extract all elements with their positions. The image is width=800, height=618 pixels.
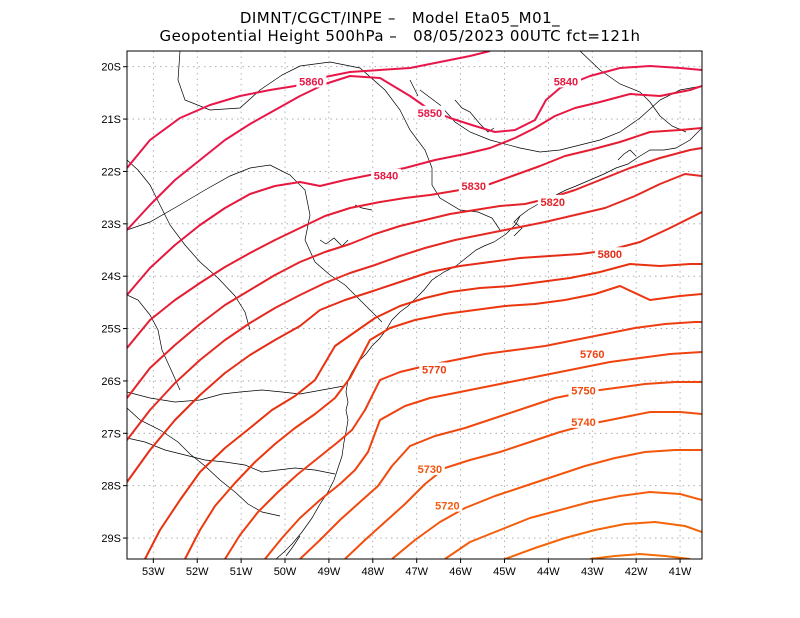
contour-label-background — [458, 179, 489, 193]
y-tick-label: 20S — [101, 62, 121, 74]
contour-label-background — [577, 346, 608, 360]
height-contour-line — [127, 173, 702, 441]
contour-labels: 5860 5850 5840 5840 5830 5820 5800 5770 5760 5750… — [296, 74, 625, 513]
height-contour-line — [264, 351, 702, 559]
contour-label-background — [568, 414, 599, 428]
state-border — [127, 437, 336, 475]
plot-frame — [126, 50, 703, 560]
contour-label-background — [432, 498, 463, 512]
reservoir — [319, 237, 349, 247]
state-border — [127, 159, 251, 331]
reservoir — [409, 79, 419, 97]
contour-label: 5820 — [541, 197, 565, 209]
graticule — [127, 51, 702, 559]
height-contour-line — [127, 127, 702, 349]
contour-label-background — [414, 461, 445, 475]
state-border — [127, 164, 383, 323]
reservoir — [454, 99, 495, 133]
contour-label: 5840 — [374, 171, 398, 183]
contour-label: 5740 — [571, 417, 595, 429]
x-tick-label: 42W — [625, 566, 648, 578]
contour-label: 5750 — [571, 385, 595, 397]
coastline — [513, 215, 523, 237]
x-tick-label: 51W — [230, 566, 253, 578]
contour-label: 5830 — [462, 181, 486, 193]
contour-label-background — [419, 362, 450, 376]
state-border — [127, 385, 345, 403]
contour-label: 5760 — [580, 349, 604, 361]
contour-label: 5800 — [598, 249, 622, 261]
state-border — [579, 51, 687, 133]
chart-title-line1: DIMNT/CGCT/INPE – Model Eta05_M01_ — [239, 9, 561, 27]
height-contour-line — [144, 263, 702, 559]
country-border — [127, 407, 281, 517]
state-border — [177, 51, 501, 231]
y-tick-label: 26S — [101, 376, 121, 388]
contour-label-background — [370, 168, 401, 182]
x-tick-label: 49W — [318, 566, 341, 578]
chart-title-line2: Geopotential Height 500hPa – 08/05/2023 … — [159, 27, 641, 45]
country-border — [127, 294, 181, 391]
y-tick-label: 21S — [101, 114, 121, 126]
contour-label-background — [568, 383, 599, 397]
x-tick-label: 48W — [361, 566, 384, 578]
x-tick-label: 47W — [405, 566, 428, 578]
contour-label: 5770 — [422, 364, 446, 376]
contour-label-background — [537, 194, 568, 208]
y-tick-label: 22S — [101, 166, 121, 178]
contour-label: 5850 — [418, 108, 442, 120]
y-tick-label: 25S — [101, 324, 121, 336]
x-tick-label: 41W — [669, 566, 692, 578]
latitude-tick-labels: 20S 21S 22S 23S 24S 25S 26S 27S 28S 29S — [101, 62, 127, 545]
coastline — [617, 149, 637, 161]
height-contour-line — [299, 381, 702, 559]
contour-label: 5860 — [299, 76, 323, 88]
height-contour-line — [344, 411, 702, 559]
state-border — [419, 85, 702, 153]
y-tick-label: 28S — [101, 481, 121, 493]
x-tick-label: 52W — [186, 566, 209, 578]
contour-label: 5840 — [554, 76, 578, 88]
x-tick-label: 43W — [581, 566, 604, 578]
coastline-and-borders — [127, 51, 702, 559]
contour-label-background — [296, 74, 327, 88]
contour-label: 5730 — [418, 464, 442, 476]
y-tick-label: 27S — [101, 428, 121, 440]
height-contour-line — [391, 449, 702, 559]
contour-label-background — [414, 105, 445, 119]
x-tick-label: 45W — [493, 566, 516, 578]
y-tick-label: 29S — [101, 533, 121, 545]
lagoon — [285, 535, 301, 557]
height-contour-line — [127, 65, 702, 231]
y-tick-label: 23S — [101, 219, 121, 231]
contour-label: 5720 — [435, 501, 459, 513]
x-tick-label: 53W — [142, 566, 165, 578]
x-tick-label: 50W — [274, 566, 297, 578]
x-tick-label: 44W — [537, 566, 560, 578]
longitude-tick-labels: 53W 52W 51W 50W 49W 48W 47W 46W 45W 44W 43W 42W 41W — [142, 559, 692, 578]
height-contour-line — [184, 285, 702, 559]
contour-label-background — [594, 247, 625, 261]
height-contour-line — [224, 321, 702, 559]
height-contours — [127, 51, 702, 559]
height-contour-line — [504, 521, 702, 559]
y-tick-label: 24S — [101, 271, 121, 283]
height-contour-line — [444, 491, 702, 559]
height-contour-line — [589, 553, 691, 559]
contour-label-background — [550, 74, 581, 88]
x-tick-label: 46W — [449, 566, 472, 578]
height-contour-line — [127, 85, 702, 296]
coastline — [275, 127, 702, 559]
height-contour-line — [127, 147, 702, 399]
